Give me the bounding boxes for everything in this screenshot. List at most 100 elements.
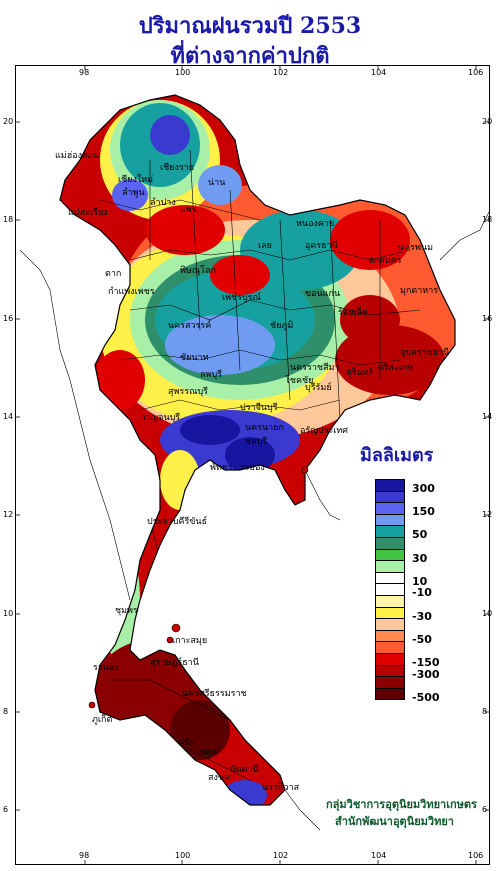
province-label: แม่สะเรียง: [68, 208, 108, 218]
lat-tick-left: 20: [3, 117, 14, 126]
legend-colorbar: [375, 479, 405, 701]
lat-tick-left: 6: [3, 805, 9, 814]
province-label: อรัญประเทศ: [300, 426, 349, 436]
legend-label: -150: [412, 656, 440, 669]
province-label: นครราชสีมา: [290, 363, 340, 373]
lat-tick-left: 18: [3, 215, 14, 224]
province-label: สุราษฎร์ธานี: [150, 658, 199, 668]
province-label: เลย: [258, 241, 272, 251]
legend-label: 150: [412, 505, 435, 519]
province-label: กำแพงเพชร: [108, 287, 155, 297]
province-label: เชียงใหม่: [118, 175, 154, 185]
legend-label: 30: [412, 551, 428, 565]
province-label: ระนอง: [93, 663, 119, 673]
map-title-line2: ที่ต่างจากค่าปกติ: [170, 43, 330, 69]
lat-tick-right: 16: [482, 314, 493, 323]
map-title-line1: ปริมาณฝนรวมปี 2553: [138, 13, 362, 39]
lon-tick-top: 104: [371, 68, 387, 77]
province-label: มุกดาหาร: [400, 286, 439, 296]
province-label: ชลบุรี: [245, 437, 268, 447]
lat-tick-right: 12: [482, 510, 493, 519]
province-label: สตูล: [200, 748, 217, 758]
lon-tick-bottom: 100: [175, 851, 191, 860]
province-label: แพร่: [180, 205, 197, 215]
province-label: ลพบุรี: [200, 370, 222, 380]
legend-swatch: [375, 687, 405, 701]
province-label: อุบลราชธานี: [400, 348, 450, 358]
neighbor-borders: [19, 209, 491, 831]
lat-tick-right: 14: [482, 412, 493, 421]
province-label: พัทยา: [210, 463, 233, 473]
province-label: บุรีรัมย์: [305, 383, 332, 393]
credit-line1: กลุ่มวิชาการอุตุนิยมวิทยาเกษตร: [326, 798, 477, 811]
province-label: ร้อยเอ็ด: [338, 308, 368, 318]
province-label: โชคชัย: [285, 376, 314, 386]
lat-tick-left: 16: [3, 314, 14, 323]
legend-label: -50: [412, 632, 432, 646]
lat-tick-right: 20: [482, 117, 493, 126]
lat-tick-left: 10: [3, 609, 14, 618]
lat-tick-left: 12: [3, 510, 14, 519]
legend-label: -500: [412, 690, 440, 704]
province-label: พิษณุโลก: [180, 266, 217, 276]
province-label: หนองคาย: [296, 219, 335, 229]
province-label: ภูเก็ต: [92, 715, 113, 725]
legend-label: -300: [412, 667, 440, 681]
province-label: ปัตตานี: [230, 765, 259, 775]
province-label: น่าน: [208, 178, 226, 188]
province-label: ลำปาง: [150, 198, 176, 208]
province-label: สุรินทร์: [346, 368, 374, 378]
credit-line2: สำนักพัฒนาอุตุนิยมวิทยา: [335, 815, 454, 828]
lon-tick-top: 106: [468, 68, 484, 77]
lon-tick-bottom: 104: [371, 851, 387, 860]
lat-tick-right: 8: [482, 707, 488, 716]
province-label: ศรีสะเกษ: [378, 363, 414, 373]
lon-tick-bottom: 102: [273, 851, 289, 860]
province-label: เพชรบูรณ์: [222, 293, 261, 303]
province-label: สกลนคร: [368, 256, 402, 266]
islands: [88, 466, 309, 709]
axis-ticks: [15, 65, 490, 865]
legend-label: 10: [412, 574, 428, 588]
province-label: ปราจีนบุรี: [240, 403, 278, 413]
lon-tick-top: 100: [175, 68, 191, 77]
province-label: สงขลา: [208, 773, 235, 783]
province-label: ชุมพร: [115, 606, 138, 616]
province-label: ชัยนาท: [180, 353, 209, 363]
province-label: แม่ฮ่องสอน: [55, 151, 100, 161]
lon-tick-bottom: 106: [468, 851, 484, 860]
lat-tick-right: 6: [482, 805, 488, 814]
province-label: ตรัง: [178, 738, 194, 748]
province-label: เชียงราย: [160, 163, 195, 173]
province-label: เกาะสมุย: [172, 636, 208, 646]
legend-label: 50: [412, 528, 428, 542]
legend-label: -30: [412, 609, 432, 623]
province-label: นครนายก: [245, 423, 284, 433]
province-label: ชัยภูมิ: [270, 321, 294, 331]
province-label: ลำพูน: [122, 188, 145, 198]
lat-tick-left: 14: [3, 412, 14, 421]
province-label: ตาก: [105, 269, 122, 279]
province-label: ขอนแก่น: [305, 289, 341, 299]
province-label: นครสวรรค์: [168, 321, 212, 331]
province-label: สุพรรณบุรี: [168, 387, 208, 397]
province-label: นครศรีธรรมราช: [182, 689, 247, 699]
legend-label: -10: [412, 586, 432, 600]
lon-tick-bottom: 98: [79, 851, 90, 860]
province-label: อุดรธานี: [305, 241, 338, 251]
lat-tick-right: 10: [482, 609, 493, 618]
province-borders: [99, 149, 421, 781]
province-label: กาญจนบุรี: [140, 413, 181, 423]
lon-tick-top: 98: [79, 68, 90, 77]
lat-tick-left: 8: [3, 707, 9, 716]
province-label: นราธิวาส: [262, 783, 300, 793]
province-label: นครพนม: [398, 243, 434, 253]
province-label: ประจวบคีรีขันธ์: [147, 517, 208, 527]
lon-tick-top: 102: [273, 68, 289, 77]
province-label: ระยอง: [240, 463, 265, 473]
country-outline: [59, 94, 456, 806]
legend-title: มิลลิเมตร: [360, 445, 434, 466]
lat-tick-right: 18: [482, 215, 493, 224]
legend-label: 300: [412, 482, 435, 495]
